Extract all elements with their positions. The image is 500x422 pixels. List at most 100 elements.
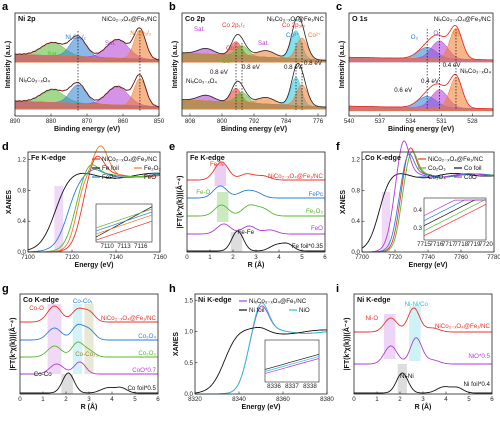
x-tick-label: 8320 <box>188 396 202 403</box>
chart-h: 8320 8340 8360 8380 0.0 0.5 1.0 1.5 Energy (eV) X… <box>169 283 334 411</box>
panel-label: f <box>336 141 340 153</box>
annotation-sat: Sat. <box>105 40 116 47</box>
annotation-o2: O₂ <box>433 30 441 37</box>
pre-edge-highlight <box>54 186 64 252</box>
x-tick-label: 800 <box>217 118 228 125</box>
panel-header: Co 2p <box>185 14 206 23</box>
chart-i: 0 1 2 3 4 5 6 R (Å) |FT(k³χ(k))|(Å⁻⁴) i Ni K-edge N… <box>336 283 494 411</box>
inset-tick-label: 7116 <box>134 243 148 250</box>
legend-label: Co foil <box>464 165 482 172</box>
x-axis-label: Energy (eV) <box>75 262 114 269</box>
peak-fit <box>181 37 327 63</box>
panel-c: 540 537 534 531 528 Binding energy (eV) Intens… <box>334 0 500 139</box>
ft-spectrum <box>20 341 158 358</box>
series-label: Fe foil*0.35 <box>292 243 324 250</box>
legend-label: Co₂O₃ <box>428 165 446 172</box>
x-tick-label: 7720 <box>388 254 402 261</box>
legend-label: Fe foil <box>102 165 119 172</box>
annotation-sat: Sat. <box>258 40 269 47</box>
annotation-ni2p32: Ni 2p₃/₂ <box>130 30 152 37</box>
y-axis-label: XANES <box>340 190 347 214</box>
panel-header: Co K-edge <box>365 153 401 162</box>
inset-tick-label: 0.3 <box>413 225 422 232</box>
series-label: Co foil*0.5 <box>127 385 156 392</box>
y-tick-label: 0.8 <box>351 187 360 194</box>
legend-label: CoO <box>464 174 477 181</box>
shift-label: 0.8 eV <box>284 64 303 71</box>
ni-ni-highlight <box>397 364 407 394</box>
x-axis-label: Energy (eV) <box>409 262 448 269</box>
x-tick-label: 3 <box>254 254 258 261</box>
x-tick-label: 5 <box>300 254 304 261</box>
spectrum-line <box>27 172 160 251</box>
panel-f: 7700 7720 7740 7760 7780 0.0 0.4 0.8 1.2 Energy (… <box>334 140 500 281</box>
x-tick-label: 808 <box>185 118 196 125</box>
inset-tick-label: 7715 <box>417 241 431 248</box>
inset-line <box>95 220 153 241</box>
y-axis-label: Intensity (a.u.) <box>5 41 12 88</box>
spectrum-line <box>362 140 494 253</box>
raw-data <box>14 27 160 61</box>
ft-spectrum <box>187 223 325 235</box>
plot-frame <box>186 151 326 253</box>
panel-header: Ni 2p <box>18 14 36 23</box>
y-axis-label: |FT(k³χ(k))|(Å⁻⁴) <box>175 176 184 229</box>
x-tick-label: 7160 <box>153 254 167 261</box>
fe-fe-highlight <box>230 232 243 252</box>
x-tick-label: 0 <box>18 396 22 403</box>
legend-label: NiCo₂₋ₓO₄@Fe₁/NC <box>102 156 158 163</box>
chart-c: 540 537 534 531 528 Binding energy (eV) Intens… <box>336 1 494 133</box>
x-tick-label: 534 <box>406 118 417 125</box>
peak-fit <box>181 84 327 110</box>
shift-label: 0.8 eV <box>304 60 323 67</box>
series-label: NiCo₂₋ₓO₄@Fe₁/NC <box>268 173 324 180</box>
x-tick-label: 860 <box>118 118 129 125</box>
shift-label: 0.4 eV <box>421 78 440 85</box>
series-label: Ni foil*0.4 <box>464 381 491 388</box>
annotation-co-co1: Co-Co₁ <box>73 298 93 305</box>
panel-label: h <box>169 283 176 295</box>
sample-label-bottom: NiₓCo₃₋ₓO₄ <box>186 78 217 85</box>
inset-tick-label: 7719 <box>467 241 481 248</box>
x-tick-label: 7740 <box>421 254 435 261</box>
pre-edge-highlight <box>381 192 391 252</box>
x-tick-label: 2 <box>64 396 68 403</box>
x-tick-label: 7700 <box>355 254 369 261</box>
x-tick-label: 540 <box>344 118 355 125</box>
fit-envelope <box>181 15 327 61</box>
panel-g: 0 1 2 3 4 5 6 R (Å) |FT(k³χ(k))|(Å⁻⁴) g Co K-edge N… <box>0 282 166 422</box>
x-axis-label: Binding energy (eV) <box>54 126 120 133</box>
series-label: NiO*0.5 <box>468 353 490 360</box>
co-co23-highlight <box>84 304 94 374</box>
x-tick-label: 792 <box>249 118 260 125</box>
chart-e: 0 1 2 3 4 5 6 R (Å) |FT(k³χ(k))|(Å⁻⁴) e Fe K-edge N… <box>169 141 327 269</box>
annotation-co3: Co³⁺ <box>286 32 299 39</box>
annotation-co-co23: Co-Co₂₃ <box>75 351 98 358</box>
x-axis-label: R (Å) <box>248 260 265 269</box>
legend-label: Co₃O₄ <box>428 174 446 181</box>
panel-header: Co K-edge <box>23 295 59 304</box>
panel-d: 7100 7120 7140 7160 0.0 0.4 0.8 1.2 Energy (eV) X… <box>0 140 167 281</box>
sample-label-top: NiₓCo₃₋ₓO₄@Fe₁/NC <box>267 16 325 23</box>
chart-a: 890 880 870 860 850 Binding energy (eV) Intens… <box>2 1 165 133</box>
legend-label: NiO <box>299 307 310 314</box>
inset-tick-label: 8336 <box>267 383 281 390</box>
annotation-co-co: Co-Co <box>34 371 52 378</box>
shift-label: 0.6 eV <box>394 87 413 94</box>
ft-spectrum <box>187 185 325 199</box>
shift-label: 0.8 eV <box>210 69 229 76</box>
annotation-co3: Co³⁺ <box>226 45 239 52</box>
annotation-sat: Sat. <box>47 51 58 58</box>
panel-label: i <box>336 283 339 295</box>
inset-line <box>264 358 320 374</box>
ft-spectrum <box>187 161 325 181</box>
y-axis-label: |FT(k³χ(k))|(Å⁻⁴) <box>8 318 17 371</box>
series-label: CoO*0.7 <box>132 367 156 374</box>
spectrum-line <box>194 326 328 394</box>
annotation-co2p12: Co 2p₁/₂ <box>222 22 245 29</box>
ft-spectrum <box>354 337 492 365</box>
plot-frame <box>348 12 494 117</box>
y-tick-label: 0.8 <box>17 187 26 194</box>
chart-f: 7700 7720 7740 7760 7780 0.0 0.4 0.8 1.2 Energy (… <box>336 140 500 269</box>
